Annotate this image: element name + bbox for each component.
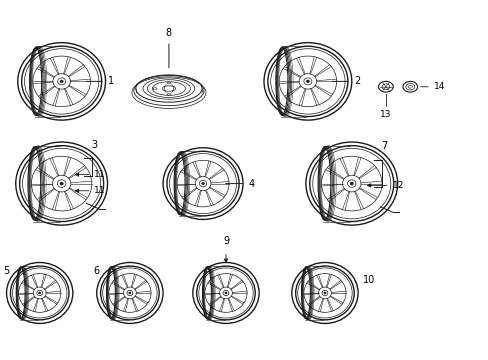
Ellipse shape [201, 182, 204, 185]
Ellipse shape [323, 292, 325, 294]
Text: 10: 10 [362, 275, 374, 284]
Text: 6: 6 [93, 266, 99, 276]
Text: 11: 11 [75, 186, 105, 195]
Text: 2: 2 [332, 76, 359, 86]
Text: 3: 3 [91, 140, 97, 149]
Ellipse shape [128, 292, 131, 294]
Text: 5: 5 [3, 266, 9, 276]
Text: 13: 13 [379, 110, 391, 119]
Ellipse shape [60, 182, 63, 185]
Ellipse shape [224, 292, 227, 294]
Ellipse shape [305, 80, 309, 83]
Text: 7: 7 [380, 141, 386, 151]
Ellipse shape [349, 182, 353, 185]
Text: 11: 11 [75, 170, 105, 179]
Text: 4: 4 [225, 179, 254, 189]
Text: 12: 12 [366, 181, 403, 190]
Text: 9: 9 [223, 237, 228, 246]
Ellipse shape [60, 80, 63, 83]
Text: 1: 1 [86, 76, 114, 86]
Text: 14: 14 [420, 82, 444, 91]
Text: 8: 8 [165, 28, 172, 68]
Ellipse shape [39, 292, 41, 294]
